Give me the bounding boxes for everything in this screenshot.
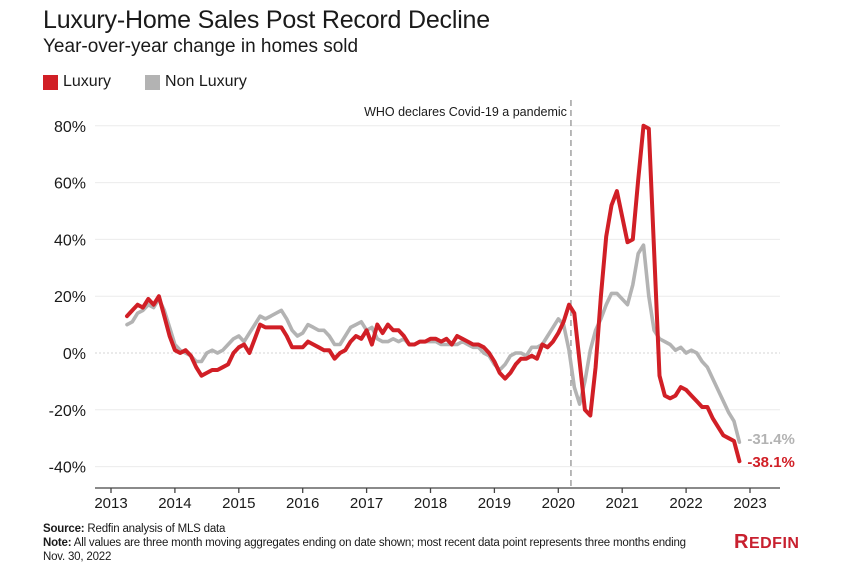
legend-swatch-non-luxury [145, 74, 161, 90]
y-tick-label: -20% [49, 403, 86, 420]
x-tick-label: 2022 [669, 495, 702, 512]
legend-item-luxury: Luxury [43, 73, 111, 91]
x-tick-label: 2016 [286, 495, 319, 512]
source-text: Redfin analysis of MLS data [84, 523, 226, 535]
gridlines [95, 125, 780, 468]
legend-swatch-luxury [43, 74, 58, 90]
x-tick-label: 2017 [350, 495, 383, 512]
pandemic-label: WHO declares Covid-19 a pandemic [364, 105, 567, 119]
redfin-logo: REDFIN [734, 531, 799, 554]
chart-subtitle: Year-over-year change in homes sold [43, 36, 359, 57]
note-label: Note: [43, 537, 72, 549]
y-tick-label: 40% [54, 232, 86, 249]
x-tick-label: 2015 [222, 495, 255, 512]
legend-item-non-luxury: Non Luxury [145, 73, 247, 91]
x-tick-label: 2013 [94, 495, 127, 512]
series-line-luxury [125, 123, 742, 464]
end-label-luxury: -38.1% [747, 454, 795, 471]
x-tick-label: 2020 [542, 495, 575, 512]
source-label: Source: [43, 523, 85, 535]
chart-title: Luxury-Home Sales Post Record Decline [43, 6, 490, 34]
end-label-non-luxury: -31.4% [747, 431, 795, 448]
x-tick-label: 2021 [606, 495, 639, 512]
x-tick-label: 2018 [414, 495, 447, 512]
logo-initial: R [734, 531, 749, 553]
note-line: Note: All values are three month moving … [43, 536, 703, 564]
end-labels: -38.1% -31.4% [747, 431, 795, 471]
footer-notes: Source: Redfin analysis of MLS data Note… [43, 522, 703, 564]
y-tick-label: 80% [54, 119, 86, 136]
y-tick-label: -40% [49, 460, 86, 477]
pandemic-annotation: WHO declares Covid-19 a pandemic [364, 100, 572, 488]
x-tick-label: 2014 [158, 495, 191, 512]
note-text: All values are three month moving aggreg… [43, 537, 686, 563]
x-tick-label: 2023 [733, 495, 766, 512]
logo-rest: EDFIN [748, 535, 800, 552]
y-axis-ticks: 80% 60% 40% 20% 0% -20% -40% [49, 119, 86, 477]
x-tick-label: 2019 [478, 495, 511, 512]
source-line: Source: Redfin analysis of MLS data [43, 522, 703, 536]
legend: Luxury Non Luxury [43, 73, 281, 91]
y-tick-label: 20% [54, 289, 86, 306]
x-axis: 2013 2014 2015 2016 2017 2018 2019 2020 2021 2022… [94, 487, 780, 512]
legend-label-non-luxury: Non Luxury [165, 73, 247, 90]
y-tick-label: 60% [54, 176, 86, 193]
y-tick-label: 0% [63, 346, 86, 363]
series-line-non-luxury [125, 243, 742, 445]
series-lines [125, 123, 742, 464]
legend-label-luxury: Luxury [63, 73, 112, 90]
